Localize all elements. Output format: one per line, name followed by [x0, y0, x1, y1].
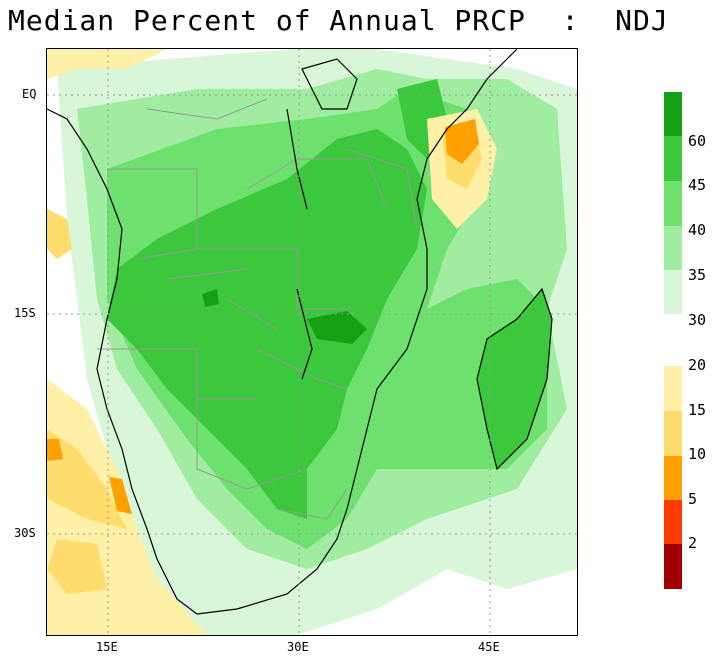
lon-label-15e: 15E [96, 640, 118, 654]
lat-label-15s: 15S [14, 306, 36, 320]
dry-west-coast-15 [47, 429, 127, 529]
lon-label-30e: 30E [287, 640, 309, 654]
green-60-patch-2 [202, 289, 219, 307]
legend-label-30: 30 [688, 311, 707, 329]
lat-lon-grid [47, 49, 577, 635]
legend-label-10: 10 [688, 445, 707, 463]
legend-label-5: 5 [688, 490, 698, 508]
legend-label-35: 35 [688, 266, 707, 284]
legend-swatch-20 [664, 366, 682, 411]
dry-southwest-15 [47, 539, 107, 594]
legend-swatch-30 [664, 270, 682, 314]
dry-west-mid [47, 209, 72, 259]
chart-title: Median Percent of Annual PRCP : NDJ [8, 4, 669, 37]
legend-swatch-45 [664, 136, 682, 181]
legend-label-40: 40 [688, 221, 707, 239]
precipitation-map [47, 49, 577, 635]
lon-label-45e: 45E [478, 640, 500, 654]
legend-label-60: 60 [688, 132, 707, 150]
legend-swatch-35 [664, 226, 682, 270]
legend-swatch-5 [664, 500, 682, 544]
legend-swatch-60 [664, 92, 682, 136]
legend-swatch-10 [664, 456, 682, 500]
coastline [47, 49, 553, 615]
lat-label-30s: 30S [14, 526, 36, 540]
legend-label-20: 20 [688, 356, 707, 374]
map-panel [46, 48, 578, 636]
legend-label-2: 2 [688, 534, 698, 552]
legend-swatch-40 [664, 181, 682, 226]
lat-label-eq: EQ [22, 87, 37, 101]
legend-swatch-2 [664, 544, 682, 589]
green-45-region [107, 129, 427, 519]
dry-horn-10 [445, 119, 479, 164]
dry-namibia-10 [109, 477, 132, 514]
legend-label-45: 45 [688, 176, 707, 194]
madagascar-green-region [477, 289, 552, 469]
dry-angola-10 [47, 439, 63, 461]
green-60-patch-1 [307, 311, 367, 344]
legend-swatch-15 [664, 411, 682, 456]
dry-northwest-coast [47, 49, 167, 79]
legend-label-15: 15 [688, 401, 707, 419]
